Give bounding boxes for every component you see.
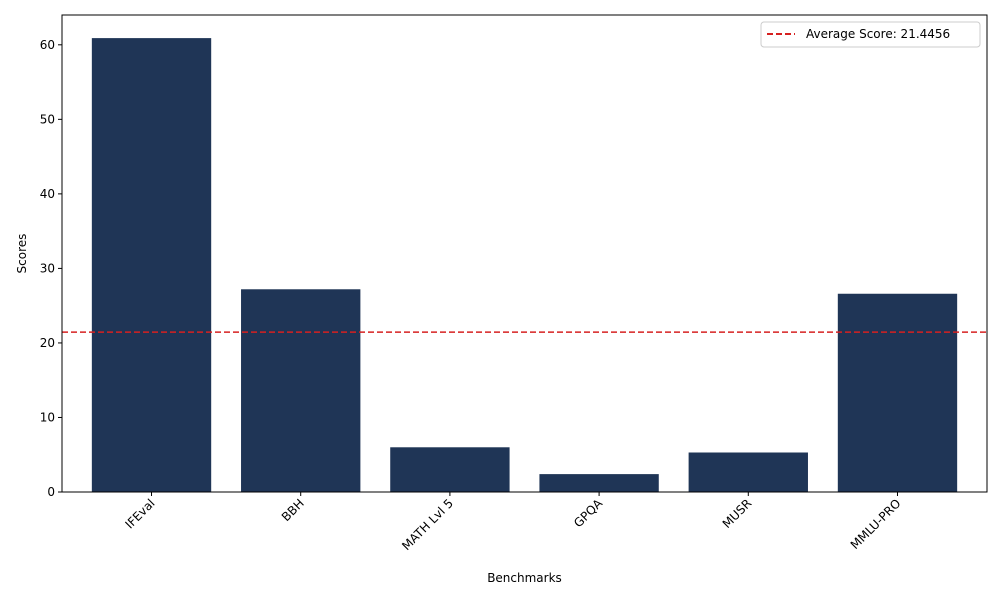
y-tick-label: 60 xyxy=(40,38,55,52)
x-tick-label: GPQA xyxy=(571,496,606,531)
y-tick-label: 10 xyxy=(40,410,55,424)
x-tick-label: MUSR xyxy=(720,496,755,531)
legend-box xyxy=(760,21,981,48)
x-tick-label: MATH Lvl 5 xyxy=(399,496,456,553)
x-tick-label: BBH xyxy=(279,496,307,524)
y-axis: 0 10 20 30 40 50 60 xyxy=(40,38,62,499)
bar-bbh xyxy=(241,289,361,492)
y-tick-label: 20 xyxy=(40,336,55,350)
legend-label: Average Score: 21.4456 xyxy=(806,27,950,41)
bars-group xyxy=(91,38,958,493)
legend: Average Score: 21.4456 xyxy=(760,21,981,48)
bar-musr xyxy=(688,452,808,492)
bar-mmlu-pro xyxy=(837,293,958,492)
y-tick-label: 50 xyxy=(40,112,55,126)
plot-frame xyxy=(61,14,988,493)
y-tick-label: 30 xyxy=(40,261,55,275)
y-axis-title: Scores xyxy=(15,234,29,274)
x-axis: IFEval BBH MATH Lvl 5 GPQA MUSR MMLU-PRO xyxy=(122,492,904,553)
bar-gpqa xyxy=(539,474,659,492)
y-tick-label: 40 xyxy=(40,187,55,201)
bar-ifeval xyxy=(91,38,212,493)
y-tick-label: 0 xyxy=(47,485,55,499)
bar-math-lvl-5 xyxy=(390,447,510,492)
x-tick-label: IFEval xyxy=(122,496,157,531)
x-axis-title: Benchmarks xyxy=(487,571,562,585)
x-tick-label: MMLU-PRO xyxy=(848,496,904,552)
